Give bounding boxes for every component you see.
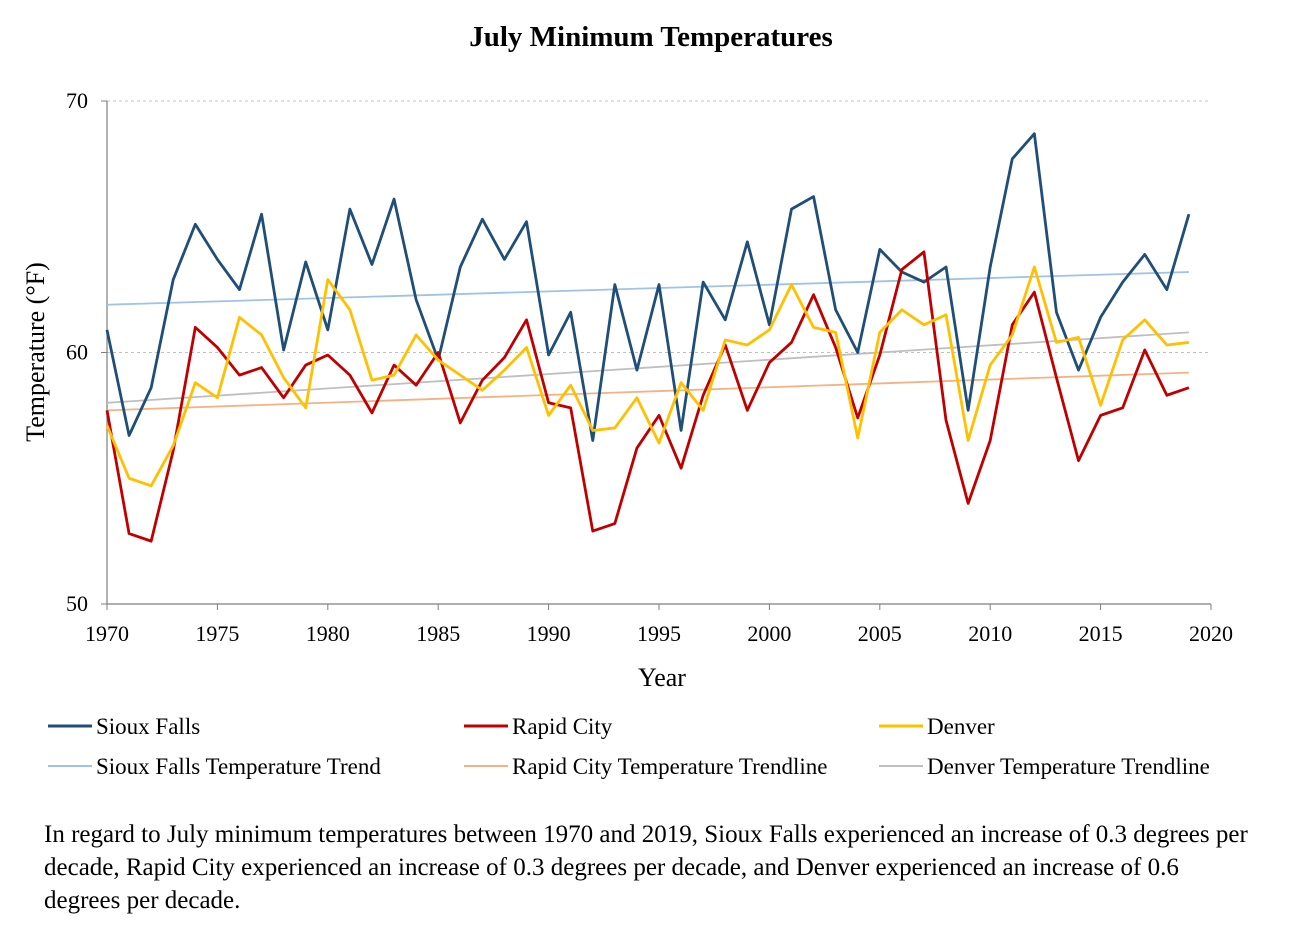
x-tick-label: 1985 [416, 621, 460, 646]
legend-item: Denver [879, 714, 995, 739]
legend-item: Rapid City [464, 714, 613, 739]
sioux-falls-temperature-trend-line [106, 271, 1189, 306]
x-tick-label: 1980 [306, 621, 350, 646]
legend: Sioux Falls Rapid City Denver Sioux Falls T… [48, 714, 1210, 779]
caption-text: In regard to July minimum temperatures b… [44, 821, 1248, 914]
legend-label: Sioux Falls [96, 714, 200, 739]
x-tick-label: 1995 [637, 621, 681, 646]
x-tick-labels: 1970 1975 1980 1985 1990 1995 2000 2005 2010 2015… [85, 621, 1233, 646]
rapid-city-series-line [105, 250, 1190, 543]
rapid-city-temperature-trendline-line [106, 371, 1189, 412]
legend-label: Rapid City Temperature Trendline [512, 754, 827, 779]
legend-label: Denver Temperature Trendline [927, 754, 1210, 779]
legend-item: Rapid City Temperature Trendline [464, 754, 827, 779]
legend-label: Rapid City [512, 714, 613, 739]
denver-series-line [105, 265, 1190, 488]
x-tick-label: 2010 [968, 621, 1012, 646]
x-tick-label: 2020 [1189, 621, 1233, 646]
gridlines [107, 100, 1211, 353]
legend-item: Sioux Falls Temperature Trend [48, 754, 381, 779]
x-axis-title: Year [638, 663, 686, 692]
legend-item: Sioux Falls [48, 714, 200, 739]
y-tick-labels: 50 60 70 [66, 88, 88, 616]
y-tick-label: 50 [66, 591, 88, 616]
x-tick-label: 2015 [1079, 621, 1123, 646]
legend-item: Denver Temperature Trendline [879, 754, 1210, 779]
axes [101, 100, 1212, 610]
line-chart: July Minimum Temperatures 1970 1975 1980 19… [21, 21, 1233, 779]
y-tick-label: 70 [66, 88, 88, 113]
x-tick-label: 1990 [527, 621, 571, 646]
x-tick-label: 2005 [858, 621, 902, 646]
sioux-falls-series-line [105, 132, 1191, 442]
x-tick-label: 2000 [747, 621, 791, 646]
y-tick-label: 60 [66, 340, 88, 365]
legend-label: Denver [927, 714, 995, 739]
y-axis-title: Temperature (°F) [21, 262, 50, 442]
legend-label: Sioux Falls Temperature Trend [96, 754, 381, 779]
series-lines [105, 132, 1191, 543]
chart-title: July Minimum Temperatures [469, 21, 833, 53]
x-tick-label: 1975 [195, 621, 239, 646]
x-tick-label: 1970 [85, 621, 129, 646]
